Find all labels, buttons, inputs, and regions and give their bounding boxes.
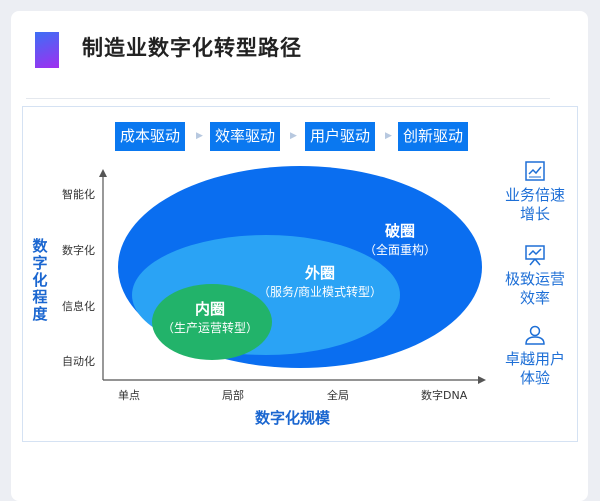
inner-desc: （生产运营转型） xyxy=(161,321,258,335)
middle-circle-label: 外圈 （服务/商业模式转型） xyxy=(250,262,390,300)
stage-4: 创新驱动 xyxy=(398,122,469,151)
y-axis-arrow xyxy=(99,169,107,177)
stage-2: 效率驱动 xyxy=(210,122,281,151)
x-axis-arrow xyxy=(478,376,486,384)
user-icon xyxy=(525,325,545,345)
benefit-line2: 体验 xyxy=(519,369,550,387)
x-axis-label: 数字化规模 xyxy=(255,409,331,427)
arrow-icon: ▶ xyxy=(290,131,297,141)
arrow-icon: ▶ xyxy=(196,131,203,141)
inner-circle-label: 内圈 （生产运营转型） xyxy=(155,298,265,336)
benefit-growth: 业务倍速 增长 xyxy=(495,160,575,224)
benefit-line1: 卓越用户 xyxy=(504,350,565,368)
benefit-line2: 增长 xyxy=(519,205,550,223)
presentation-icon xyxy=(525,245,545,266)
y-tick: 智能化 xyxy=(62,188,95,201)
middle-name: 外圈 xyxy=(304,264,335,282)
x-tick: 局部 xyxy=(222,389,244,402)
y-tick: 数字化 xyxy=(62,244,95,257)
benefit-efficiency: 极致运营 效率 xyxy=(495,244,575,308)
stage-1: 成本驱动 xyxy=(115,122,186,151)
title-accent-bar xyxy=(35,32,59,68)
benefit-line1: 极致运营 xyxy=(504,270,565,288)
y-tick: 信息化 xyxy=(62,300,95,313)
inner-ellipse xyxy=(152,284,272,360)
x-tick: 全局 xyxy=(327,389,349,402)
stage-3: 用户驱动 xyxy=(305,122,376,151)
x-tick: 单点 xyxy=(118,389,140,402)
arrow-icon: ▶ xyxy=(385,131,392,141)
benefit-experience: 卓越用户 体验 xyxy=(495,324,575,388)
y-axis-label: 数字化程度 xyxy=(32,237,48,323)
growth-chart-icon xyxy=(525,161,545,181)
outer-circle-label: 破圈 （全面重构） xyxy=(360,220,440,258)
outer-desc: （全面重构） xyxy=(363,243,436,257)
benefit-line1: 业务倍速 xyxy=(504,186,565,204)
middle-desc: （服务/商业模式转型） xyxy=(257,285,383,299)
x-tick: 数字DNA xyxy=(421,389,468,402)
divider xyxy=(26,98,550,99)
page-title: 制造业数字化转型路径 xyxy=(82,36,302,60)
outer-name: 破圈 xyxy=(384,222,415,240)
inner-name: 内圈 xyxy=(194,300,225,318)
y-tick: 自动化 xyxy=(62,355,95,368)
benefit-line2: 效率 xyxy=(519,289,550,307)
